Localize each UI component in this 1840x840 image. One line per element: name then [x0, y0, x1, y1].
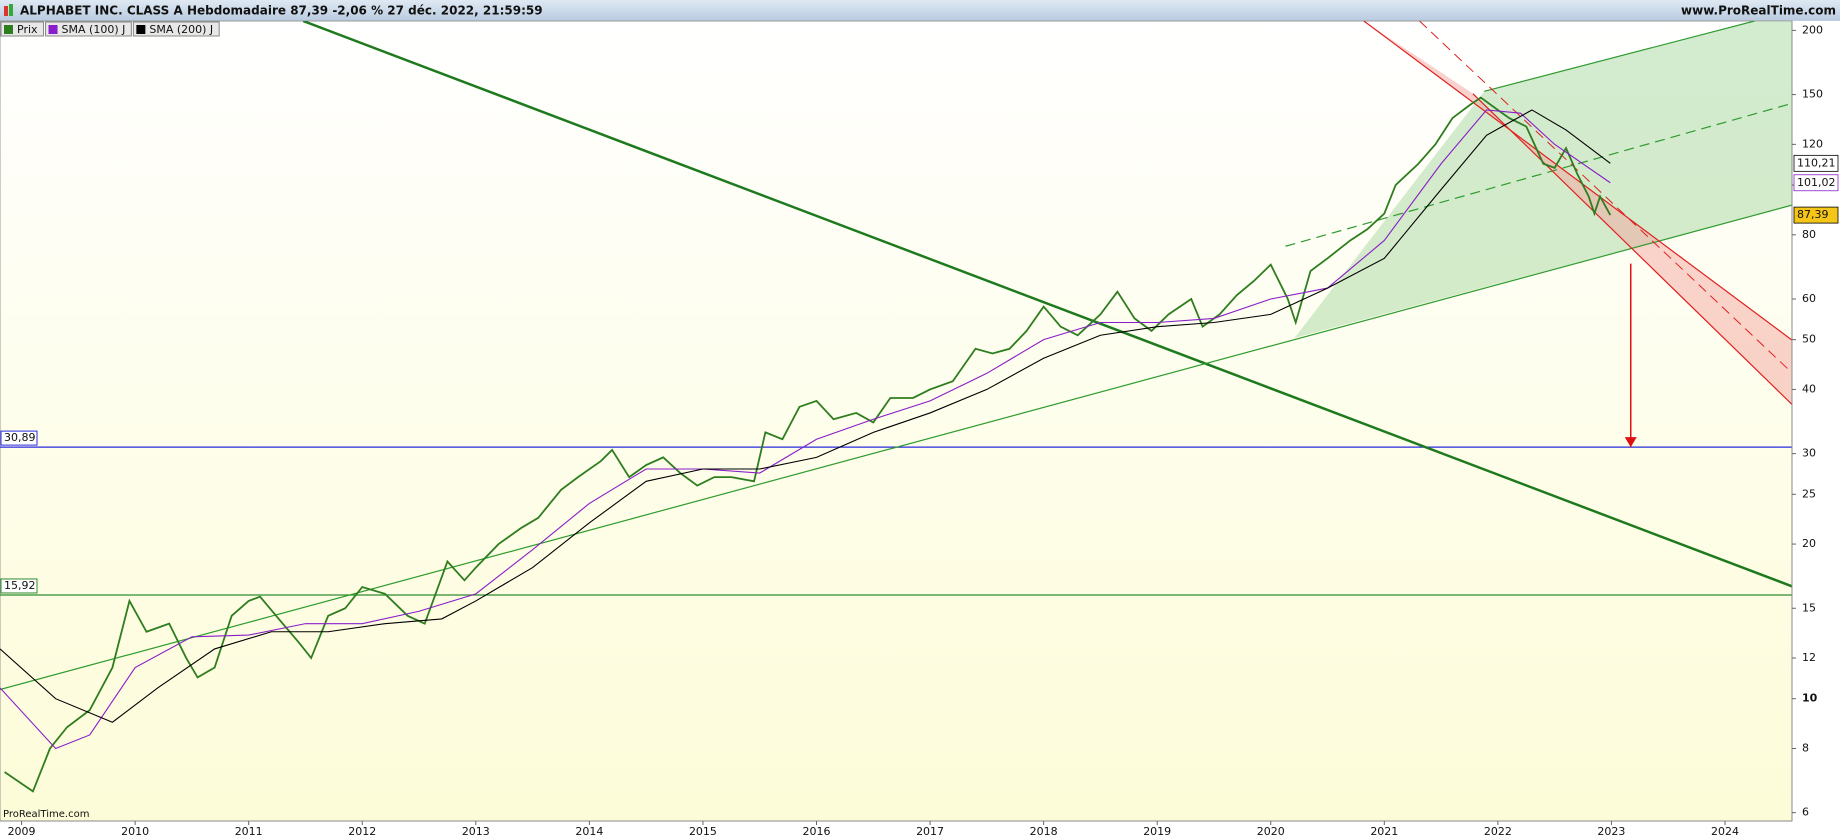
end-label: 110,21 [1797, 156, 1836, 169]
end-label-box [1793, 206, 1839, 224]
y-tick-label: 20 [1802, 537, 1816, 550]
y-tick-label: 200 [1802, 23, 1823, 36]
y-tick-label: 10 [1802, 692, 1818, 705]
end-label-box [1793, 154, 1839, 172]
chart-title: ALPHABET INC. CLASS A Hebdomadaire 87,39… [20, 4, 543, 18]
x-tick-label: 2021 [1370, 825, 1398, 838]
legend-swatch [136, 25, 146, 34]
series-line [0, 109, 1611, 750]
legend: Prix SMA (100) J SMA (200) J [0, 21, 220, 37]
y-tick-label: 150 [1802, 88, 1823, 101]
series-line [4, 96, 1612, 793]
legend-item: SMA (200) J [132, 21, 220, 37]
trendline [1363, 21, 1792, 341]
y-tick-label: 12 [1802, 651, 1816, 664]
legend-box [132, 21, 220, 37]
x-tick-label: 2020 [1257, 825, 1285, 838]
y-tick-label: 60 [1802, 292, 1816, 305]
y-tick-label: 40 [1802, 382, 1816, 395]
legend-label: SMA (200) J [149, 23, 213, 36]
trendline [1419, 21, 1792, 374]
header-bar [0, 0, 1840, 21]
x-tick-label: 2013 [462, 825, 490, 838]
y-tick-label: 120 [1802, 137, 1823, 150]
plot [0, 21, 1792, 793]
y-tick-label: 30 [1802, 447, 1816, 460]
legend-label: Prix [17, 23, 38, 36]
y-tick-label: 8 [1802, 741, 1809, 754]
legend-swatch [4, 25, 13, 34]
x-tick-label: 2011 [235, 825, 263, 838]
series-line [0, 109, 1611, 723]
legend-item: SMA (100) J [45, 21, 132, 37]
x-tick-label: 2024 [1711, 825, 1739, 838]
x-tick-label: 2012 [348, 825, 376, 838]
x-tick-label: 2016 [803, 825, 831, 838]
y-tick-label: 6 [1802, 806, 1809, 819]
x-tick-label: 2017 [916, 825, 944, 838]
x-tick-label: 2014 [575, 825, 603, 838]
watermark: ProRealTime.com [3, 809, 89, 820]
x-tick-label: 2015 [689, 825, 717, 838]
trendline [302, 21, 1792, 588]
legend-label: SMA (100) J [62, 23, 126, 36]
trendline [1484, 21, 1755, 92]
y-tick-label: 15 [1802, 601, 1816, 614]
level-label: 15,92 [4, 579, 36, 592]
zone [1294, 21, 1792, 338]
y-tick-label: 25 [1802, 487, 1816, 500]
trendline [1285, 102, 1792, 247]
arrow-head [1624, 437, 1637, 448]
end-label-box [1793, 174, 1839, 192]
legend-item: Prix [0, 21, 45, 37]
y-tick-label: 80 [1802, 228, 1816, 241]
end-label: 101,02 [1797, 176, 1836, 189]
x-tick-label: 2023 [1597, 825, 1625, 838]
x-tick-label: 2010 [121, 825, 149, 838]
trendline [0, 204, 1792, 691]
y-tick-label: 50 [1802, 333, 1816, 346]
x-tick-label: 2019 [1143, 825, 1171, 838]
source: www.ProRealTime.com [1681, 4, 1836, 18]
x-tick-label: 2009 [8, 825, 36, 838]
end-label: 87,39 [1797, 208, 1829, 221]
level-label: 30,89 [4, 431, 36, 444]
x-tick-label: 2018 [1030, 825, 1058, 838]
header-icon [4, 6, 8, 16]
legend-swatch [48, 25, 58, 34]
level-label-box [0, 430, 38, 446]
legend-box [45, 21, 132, 37]
header-icon [9, 4, 13, 16]
x-tick-label: 2022 [1484, 825, 1512, 838]
level-label-box [0, 578, 38, 594]
trendline [1472, 93, 1792, 405]
